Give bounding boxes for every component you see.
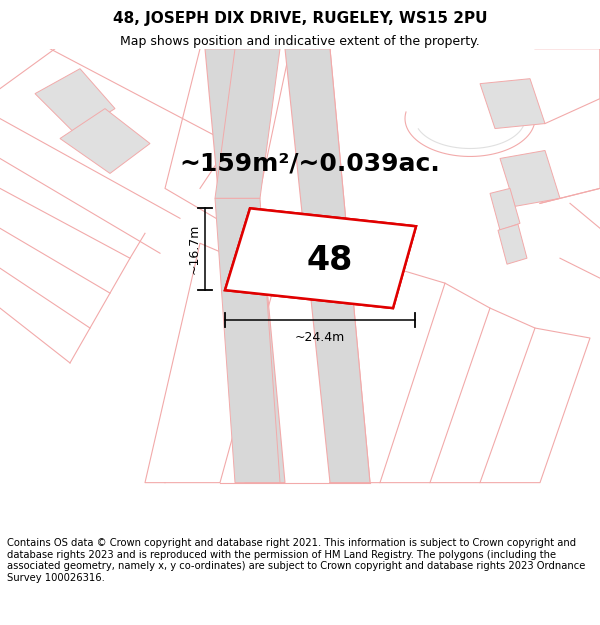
Polygon shape (500, 151, 560, 206)
Polygon shape (215, 198, 280, 482)
Polygon shape (498, 224, 527, 264)
Text: Contains OS data © Crown copyright and database right 2021. This information is : Contains OS data © Crown copyright and d… (7, 538, 586, 582)
Polygon shape (225, 208, 416, 308)
Text: 48, JOSEPH DIX DRIVE, RUGELEY, WS15 2PU: 48, JOSEPH DIX DRIVE, RUGELEY, WS15 2PU (113, 11, 487, 26)
Polygon shape (480, 79, 545, 129)
Polygon shape (490, 188, 520, 230)
Polygon shape (205, 49, 285, 483)
Polygon shape (60, 109, 150, 173)
Text: Map shows position and indicative extent of the property.: Map shows position and indicative extent… (120, 35, 480, 48)
Polygon shape (285, 49, 370, 483)
Text: 48: 48 (307, 244, 353, 277)
Polygon shape (225, 208, 416, 308)
Text: ~24.4m: ~24.4m (295, 331, 345, 344)
Polygon shape (35, 69, 115, 134)
Text: ~16.7m: ~16.7m (188, 224, 201, 274)
Polygon shape (215, 49, 280, 198)
Text: ~159m²/~0.039ac.: ~159m²/~0.039ac. (179, 151, 440, 176)
